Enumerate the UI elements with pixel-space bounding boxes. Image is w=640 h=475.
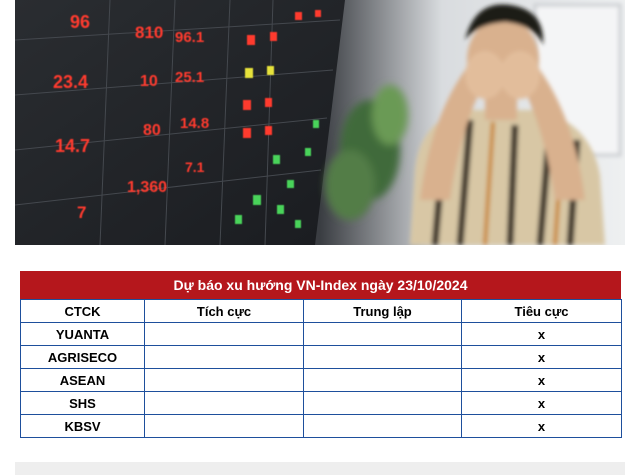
cell-tich-cuc — [144, 391, 304, 415]
board-number: 7 — [77, 203, 86, 222]
table-row: ASEAN x — [20, 368, 622, 392]
column-header-trung-lap: Trung lập — [303, 299, 462, 323]
board-number: 96 — [70, 12, 90, 32]
board-panel — [15, 0, 345, 245]
board-number: 96.1 — [175, 29, 204, 46]
stock-board-photo: 96 810 96.1 23.4 10 25.1 80 14.8 14.7 1,360 7.1 7 — [15, 0, 625, 245]
board-grid — [15, 0, 341, 245]
stressed-man — [410, 4, 605, 245]
board-number: 14.8 — [180, 115, 209, 132]
cell-tieu-cuc: x — [461, 368, 622, 392]
column-header-tich-cuc: Tích cực — [144, 299, 304, 323]
broker-name: KBSV — [20, 414, 145, 438]
table-row: AGRISECO x — [20, 345, 622, 369]
board-numbers: 96 810 96.1 23.4 10 25.1 80 14.8 14.7 1,360 7.1 7 — [53, 12, 209, 222]
table-row: YUANTA x — [20, 322, 622, 346]
forecast-table: Dự báo xu hướng VN-Index ngày 23/10/2024… — [20, 271, 622, 438]
cell-tich-cuc — [144, 414, 304, 438]
broker-name: AGRISECO — [20, 345, 145, 369]
cell-trung-lap — [303, 322, 462, 346]
cell-tich-cuc — [144, 322, 304, 346]
cell-tich-cuc — [144, 345, 304, 369]
board-lights — [235, 10, 321, 228]
cell-trung-lap — [303, 391, 462, 415]
table-row: KBSV x — [20, 414, 622, 438]
cell-tich-cuc — [144, 368, 304, 392]
cell-tieu-cuc: x — [461, 391, 622, 415]
board-number: 810 — [135, 23, 163, 42]
photo-illustration: 96 810 96.1 23.4 10 25.1 80 14.8 14.7 1,360 7.1 7 — [15, 0, 625, 245]
cell-trung-lap — [303, 414, 462, 438]
table-title: Dự báo xu hướng VN-Index ngày 23/10/2024 — [20, 271, 621, 299]
board-number: 14.7 — [55, 136, 90, 156]
header-row: CTCK Tích cực Trung lập Tiêu cực — [20, 299, 622, 323]
board-number: 7.1 — [185, 159, 205, 175]
broker-name: YUANTA — [20, 322, 145, 346]
cell-trung-lap — [303, 345, 462, 369]
board-number: 10 — [140, 73, 158, 90]
column-header-tieu-cuc: Tiêu cực — [461, 299, 622, 323]
forecast-grid: CTCK Tích cực Trung lập Tiêu cực YUANTA … — [20, 299, 622, 438]
bottom-strip — [15, 462, 625, 475]
column-header-ctck: CTCK — [20, 299, 145, 323]
plant — [325, 85, 408, 220]
cell-tieu-cuc: x — [461, 322, 622, 346]
board-number: 1,360 — [127, 179, 167, 196]
cell-tieu-cuc: x — [461, 345, 622, 369]
table-row: SHS x — [20, 391, 622, 415]
board-number: 23.4 — [53, 72, 88, 92]
board-number: 80 — [143, 122, 161, 139]
broker-name: SHS — [20, 391, 145, 415]
cell-trung-lap — [303, 368, 462, 392]
broker-name: ASEAN — [20, 368, 145, 392]
cell-tieu-cuc: x — [461, 414, 622, 438]
board-number: 25.1 — [175, 69, 204, 86]
